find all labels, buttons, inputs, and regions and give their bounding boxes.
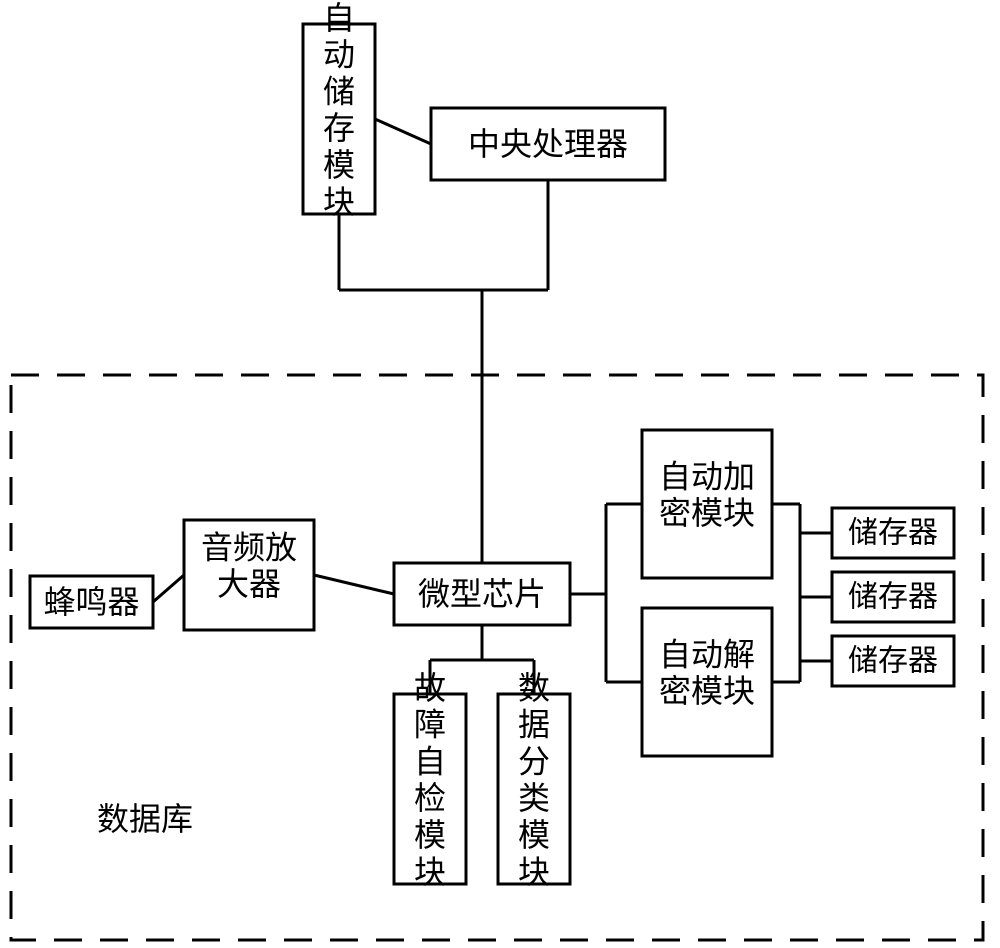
edge-amp-to-microchip bbox=[314, 575, 394, 594]
edge-autostore-to-cpu bbox=[375, 119, 431, 144]
node-storage3: 储存器 bbox=[832, 636, 954, 686]
node-storage1: 储存器 bbox=[832, 508, 954, 558]
node-storage2: 储存器 bbox=[832, 572, 954, 622]
node-cpu: 中央处理器 bbox=[431, 108, 665, 180]
node-fault_self: 故障自检模块 bbox=[394, 670, 466, 890]
node-label-storage3: 储存器 bbox=[848, 645, 938, 678]
node-label-storage1: 储存器 bbox=[848, 517, 938, 550]
edge-buzzer-to-amp bbox=[153, 575, 184, 602]
node-label-storage2: 储存器 bbox=[848, 581, 938, 614]
node-label-buzzer: 蜂鸣器 bbox=[43, 584, 139, 620]
node-label-auto_store: 自动储存模块 bbox=[323, 0, 355, 220]
node-auto_decrypt: 自动解密模块 bbox=[642, 608, 772, 756]
node-buzzer: 蜂鸣器 bbox=[30, 576, 153, 628]
node-label-fault_self: 故障自检模块 bbox=[414, 670, 446, 890]
node-auto_store: 自动储存模块 bbox=[303, 0, 375, 220]
node-data_class: 数据分类模块 bbox=[498, 670, 570, 890]
database-label: 数据库 bbox=[97, 801, 193, 837]
node-amp: 音频放大器 bbox=[184, 520, 314, 630]
node-auto_encrypt: 自动加密模块 bbox=[642, 430, 772, 578]
node-label-auto_encrypt: 自动加密模块 bbox=[659, 458, 755, 531]
node-label-cpu: 中央处理器 bbox=[468, 126, 628, 162]
node-label-data_class: 数据分类模块 bbox=[518, 670, 550, 890]
node-label-auto_decrypt: 自动解密模块 bbox=[659, 636, 755, 709]
diagram-canvas: 数据库 自动储存模块中央处理器蜂鸣器 音频放大器微型芯片 自动加密模块自动解密模块 储存… bbox=[0, 0, 1000, 948]
node-label-microchip: 微型芯片 bbox=[418, 576, 546, 612]
node-microchip: 微型芯片 bbox=[394, 563, 570, 625]
